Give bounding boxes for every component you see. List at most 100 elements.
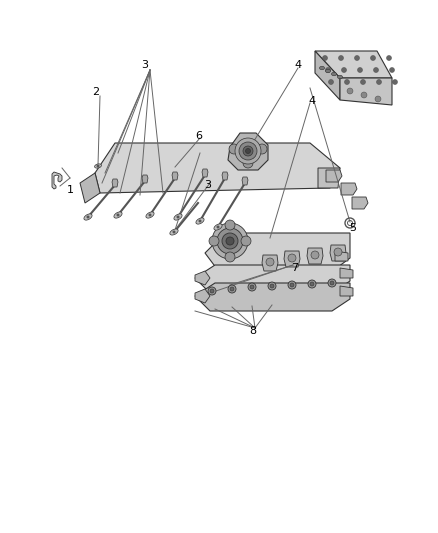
Circle shape bbox=[308, 280, 316, 288]
Text: 7: 7 bbox=[291, 263, 299, 273]
Polygon shape bbox=[195, 283, 350, 311]
Circle shape bbox=[386, 55, 392, 61]
Ellipse shape bbox=[338, 75, 343, 79]
Circle shape bbox=[257, 144, 267, 154]
Circle shape bbox=[209, 236, 219, 246]
Circle shape bbox=[325, 68, 331, 72]
Circle shape bbox=[371, 55, 375, 61]
Polygon shape bbox=[172, 172, 178, 180]
Circle shape bbox=[377, 79, 381, 85]
Circle shape bbox=[266, 258, 274, 266]
Polygon shape bbox=[195, 265, 350, 293]
Circle shape bbox=[225, 252, 235, 262]
Circle shape bbox=[328, 279, 336, 287]
Circle shape bbox=[177, 216, 179, 218]
Polygon shape bbox=[330, 245, 346, 261]
Polygon shape bbox=[242, 177, 248, 185]
Circle shape bbox=[374, 68, 378, 72]
Circle shape bbox=[149, 214, 151, 216]
Circle shape bbox=[241, 236, 251, 246]
Circle shape bbox=[328, 79, 333, 85]
Text: 6: 6 bbox=[195, 131, 202, 141]
Polygon shape bbox=[142, 175, 148, 183]
Circle shape bbox=[288, 254, 296, 262]
Ellipse shape bbox=[174, 214, 182, 220]
Circle shape bbox=[342, 68, 346, 72]
Text: 1: 1 bbox=[67, 185, 74, 195]
Polygon shape bbox=[205, 233, 350, 273]
Circle shape bbox=[228, 285, 236, 293]
Polygon shape bbox=[335, 251, 348, 261]
Text: 8: 8 bbox=[249, 326, 257, 336]
Ellipse shape bbox=[196, 218, 204, 224]
Circle shape bbox=[330, 281, 334, 285]
Polygon shape bbox=[262, 255, 278, 271]
Polygon shape bbox=[318, 168, 340, 188]
Circle shape bbox=[97, 165, 99, 167]
Circle shape bbox=[322, 55, 328, 61]
Polygon shape bbox=[195, 289, 210, 303]
Circle shape bbox=[222, 233, 238, 249]
Circle shape bbox=[239, 142, 257, 160]
Ellipse shape bbox=[84, 214, 92, 220]
Polygon shape bbox=[340, 268, 353, 278]
Ellipse shape bbox=[170, 229, 178, 235]
Polygon shape bbox=[340, 78, 392, 105]
Circle shape bbox=[268, 282, 276, 290]
Polygon shape bbox=[315, 51, 392, 78]
Polygon shape bbox=[95, 143, 340, 193]
Polygon shape bbox=[228, 133, 268, 170]
Ellipse shape bbox=[214, 224, 222, 230]
Circle shape bbox=[243, 158, 253, 168]
Ellipse shape bbox=[319, 66, 325, 70]
Ellipse shape bbox=[114, 212, 122, 218]
Circle shape bbox=[334, 248, 342, 256]
Text: 2: 2 bbox=[92, 87, 99, 97]
Polygon shape bbox=[112, 179, 118, 187]
Polygon shape bbox=[80, 173, 100, 203]
Polygon shape bbox=[341, 183, 357, 195]
Polygon shape bbox=[284, 251, 300, 267]
Polygon shape bbox=[315, 51, 340, 100]
Circle shape bbox=[226, 237, 234, 245]
Text: 5: 5 bbox=[350, 223, 357, 233]
Circle shape bbox=[361, 92, 367, 98]
Ellipse shape bbox=[146, 212, 154, 218]
Circle shape bbox=[310, 282, 314, 286]
Circle shape bbox=[87, 216, 89, 218]
Circle shape bbox=[288, 281, 296, 289]
Ellipse shape bbox=[95, 164, 102, 168]
Circle shape bbox=[243, 146, 253, 156]
Polygon shape bbox=[326, 170, 342, 182]
Circle shape bbox=[250, 285, 254, 289]
Circle shape bbox=[225, 220, 235, 230]
Circle shape bbox=[345, 79, 350, 85]
Text: 4: 4 bbox=[308, 96, 315, 106]
Circle shape bbox=[375, 96, 381, 102]
Polygon shape bbox=[340, 286, 353, 296]
Circle shape bbox=[290, 283, 294, 287]
Circle shape bbox=[230, 287, 234, 291]
Circle shape bbox=[235, 138, 261, 164]
Polygon shape bbox=[202, 169, 208, 177]
Circle shape bbox=[248, 283, 256, 291]
Circle shape bbox=[270, 284, 274, 288]
Circle shape bbox=[357, 68, 363, 72]
Circle shape bbox=[311, 251, 319, 259]
Text: 3: 3 bbox=[205, 180, 212, 190]
Text: 4: 4 bbox=[294, 60, 301, 70]
Polygon shape bbox=[222, 172, 228, 180]
Polygon shape bbox=[307, 248, 323, 264]
Circle shape bbox=[389, 68, 395, 72]
Circle shape bbox=[199, 220, 201, 222]
Circle shape bbox=[173, 231, 175, 233]
Circle shape bbox=[360, 79, 365, 85]
Circle shape bbox=[208, 287, 216, 295]
Text: 3: 3 bbox=[141, 60, 148, 70]
Ellipse shape bbox=[325, 69, 331, 72]
Circle shape bbox=[392, 79, 398, 85]
Polygon shape bbox=[352, 197, 368, 209]
Circle shape bbox=[217, 228, 243, 254]
Polygon shape bbox=[195, 271, 210, 285]
Circle shape bbox=[210, 289, 214, 293]
